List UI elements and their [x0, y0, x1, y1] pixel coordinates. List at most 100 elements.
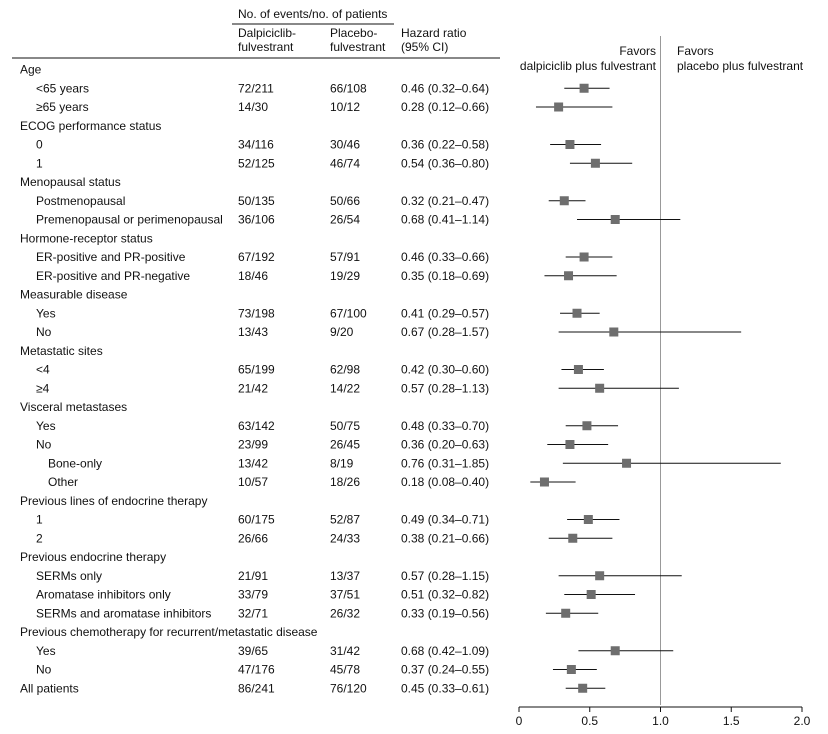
- row-label: Yes: [36, 644, 56, 658]
- placebo-count: 31/42: [330, 644, 360, 658]
- placebo-count: 37/51: [330, 588, 360, 602]
- hazard-ratio-text: 0.37 (0.24–0.55): [401, 663, 489, 677]
- dalpiciclib-count: 52/125: [238, 156, 275, 170]
- placebo-count: 26/45: [330, 438, 360, 452]
- group-label: Previous endocrine therapy: [20, 550, 166, 564]
- dalpiciclib-count: 72/211: [238, 81, 274, 95]
- group-label: Visceral metastases: [20, 400, 127, 414]
- row-label: Yes: [36, 419, 56, 433]
- hazard-ratio-text: 0.42 (0.30–0.60): [401, 363, 489, 377]
- hr-marker: [609, 327, 619, 337]
- placebo-count: 67/100: [330, 306, 367, 320]
- group-label: Age: [20, 63, 42, 77]
- placebo-count: 52/87: [330, 513, 360, 527]
- hazard-ratio-text: 0.57 (0.28–1.15): [401, 569, 489, 583]
- dalpiciclib-header-line2: fulvestrant: [238, 40, 294, 54]
- hr-marker: [539, 477, 549, 487]
- dalpiciclib-header-line1: Dalpiciclib-: [238, 26, 296, 40]
- placebo-count: 26/32: [330, 606, 360, 620]
- placebo-count: 24/33: [330, 531, 360, 545]
- group-label: Menopausal status: [20, 175, 121, 189]
- hr-marker: [579, 83, 589, 93]
- hr-marker: [579, 252, 589, 262]
- placebo-count: 19/29: [330, 269, 360, 283]
- hazard-ratio-text: 0.51 (0.32–0.82): [401, 588, 489, 602]
- dalpiciclib-count: 21/42: [238, 381, 268, 395]
- hr-marker: [578, 683, 588, 693]
- hazard-ratio-text: 0.36 (0.20–0.63): [401, 438, 489, 452]
- hazard-ratio-text: 0.67 (0.28–1.57): [401, 325, 489, 339]
- hr-marker: [573, 365, 583, 374]
- hr-marker: [582, 421, 592, 431]
- table-header: No. of events/no. of patients Dalpicicli…: [12, 7, 804, 73]
- dalpiciclib-count: 39/65: [238, 644, 268, 658]
- dalpiciclib-count: 36/106: [238, 213, 275, 227]
- favors-right-line2: placebo plus fulvestrant: [677, 59, 804, 73]
- hazard-ratio-header-line2: (95% CI): [401, 40, 448, 54]
- placebo-count: 66/108: [330, 81, 367, 95]
- dalpiciclib-count: 18/46: [238, 269, 268, 283]
- events-group-header: No. of events/no. of patients: [238, 7, 387, 21]
- hazard-ratio-text: 0.48 (0.33–0.70): [401, 419, 489, 433]
- hazard-ratio-text: 0.32 (0.21–0.47): [401, 194, 489, 208]
- group-label: ECOG performance status: [20, 119, 161, 133]
- hazard-ratio-header-line1: Hazard ratio: [401, 26, 467, 40]
- hr-marker: [559, 196, 569, 206]
- placebo-count: 30/46: [330, 138, 360, 152]
- hr-marker: [595, 571, 605, 581]
- row-label: ER-positive and PR-positive: [36, 250, 186, 264]
- placebo-count: 57/91: [330, 250, 360, 264]
- placebo-count: 18/26: [330, 475, 360, 489]
- row-label: ≥65 years: [36, 100, 89, 114]
- x-tick-label: 1.0: [652, 714, 669, 728]
- placebo-count: 14/22: [330, 381, 360, 395]
- hazard-ratio-text: 0.68 (0.41–1.14): [401, 213, 489, 227]
- dalpiciclib-count: 67/192: [238, 250, 275, 264]
- row-label: 1: [36, 156, 43, 170]
- hr-marker: [564, 271, 574, 281]
- dalpiciclib-count: 47/176: [238, 663, 275, 677]
- hazard-ratio-text: 0.54 (0.36–0.80): [401, 156, 489, 170]
- placebo-count: 50/75: [330, 419, 360, 433]
- hr-marker: [566, 665, 576, 674]
- group-label: Hormone-receptor status: [20, 231, 153, 245]
- hr-marker: [586, 590, 596, 599]
- placebo-header-line1: Placebo-: [330, 26, 377, 40]
- hr-marker: [572, 308, 582, 318]
- row-label: Other: [48, 475, 78, 489]
- hazard-ratio-text: 0.46 (0.33–0.66): [401, 250, 489, 264]
- dalpiciclib-count: 33/79: [238, 588, 268, 602]
- hazard-ratio-text: 0.57 (0.28–1.13): [401, 381, 489, 395]
- hr-marker: [583, 515, 593, 524]
- hr-marker: [610, 215, 620, 224]
- hr-marker: [590, 158, 600, 168]
- hazard-ratio-text: 0.28 (0.12–0.66): [401, 100, 489, 114]
- hazard-ratio-text: 0.45 (0.33–0.61): [401, 681, 489, 695]
- dalpiciclib-count: 86/241: [238, 681, 275, 695]
- dalpiciclib-count: 63/142: [238, 419, 275, 433]
- placebo-count: 13/37: [330, 569, 360, 583]
- hazard-ratio-text: 0.35 (0.18–0.69): [401, 269, 489, 283]
- dalpiciclib-count: 26/66: [238, 531, 268, 545]
- x-tick-label: 0.5: [581, 714, 598, 728]
- group-label: Measurable disease: [20, 288, 128, 302]
- row-label: No: [36, 325, 52, 339]
- dalpiciclib-count: 10/57: [238, 475, 268, 489]
- placebo-count: 10/12: [330, 100, 360, 114]
- hazard-ratio-text: 0.46 (0.32–0.64): [401, 81, 489, 95]
- x-tick-label: 1.5: [723, 714, 740, 728]
- row-label: SERMs and aromatase inhibitors: [36, 606, 211, 620]
- dalpiciclib-count: 34/116: [238, 138, 274, 152]
- row-label: 1: [36, 513, 43, 527]
- row-label: 0: [36, 138, 43, 152]
- hazard-ratio-text: 0.49 (0.34–0.71): [401, 513, 489, 527]
- hr-marker: [595, 383, 605, 393]
- hr-marker: [610, 646, 620, 656]
- dalpiciclib-count: 13/42: [238, 456, 268, 470]
- hr-marker: [561, 608, 571, 618]
- dalpiciclib-count: 32/71: [238, 606, 268, 620]
- placebo-header-line2: fulvestrant: [330, 40, 386, 54]
- hazard-ratio-text: 0.38 (0.21–0.66): [401, 531, 489, 545]
- group-label: Previous chemotherapy for recurrent/meta…: [20, 625, 318, 639]
- row-label: Premenopausal or perimenopausal: [36, 213, 223, 227]
